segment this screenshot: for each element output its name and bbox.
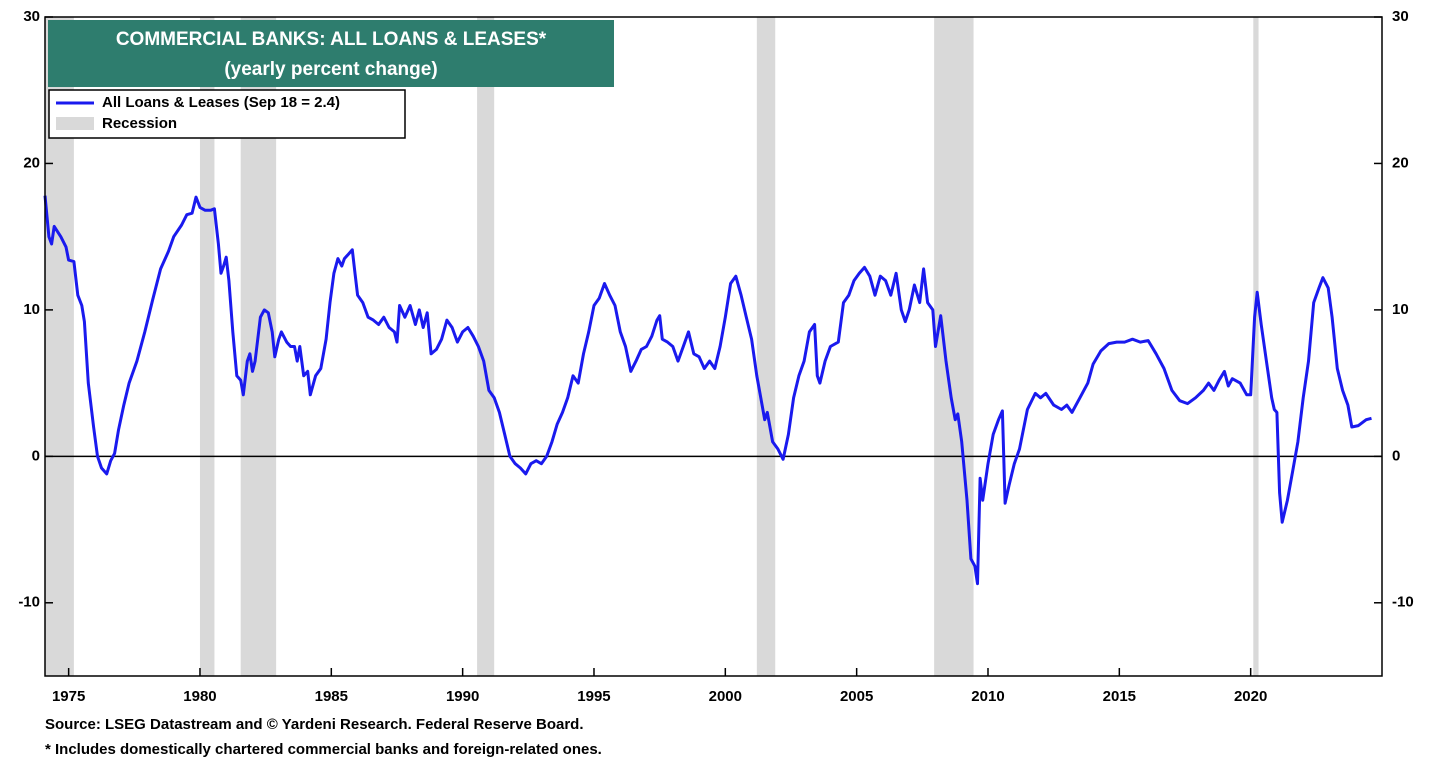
y2-tick-label: 30: [1392, 8, 1409, 25]
legend-label: All Loans & Leases (Sep 18 = 2.4): [102, 94, 340, 111]
chart-subtitle: (yearly percent change): [224, 59, 437, 80]
y-tick-label: 30: [23, 8, 40, 25]
legend-swatch: [56, 117, 94, 130]
footnote: * Includes domestically chartered commer…: [45, 741, 602, 758]
x-tick-label: 2010: [971, 688, 1004, 705]
recession-band: [756, 17, 776, 676]
y2-tick-label: -10: [1392, 594, 1414, 611]
y2-tick-label: 10: [1392, 301, 1409, 318]
recession-band: [199, 17, 215, 676]
series-line: [43, 195, 1372, 586]
x-tick-label: 2000: [709, 688, 742, 705]
footnote: Source: LSEG Datastream and © Yardeni Re…: [45, 716, 584, 733]
y2-tick-label: 20: [1392, 154, 1409, 171]
x-tick-label: 1980: [183, 688, 216, 705]
title-box: [48, 20, 614, 87]
legend-label: Recession: [102, 115, 177, 132]
recession-band: [934, 17, 974, 676]
chart-title: COMMERCIAL BANKS: ALL LOANS & LEASES*: [116, 29, 547, 50]
y-tick-label: 0: [32, 447, 40, 464]
recession-band: [477, 17, 495, 676]
x-tick-label: 1990: [446, 688, 479, 705]
recession-band: [1253, 17, 1259, 676]
x-tick-label: 2015: [1103, 688, 1136, 705]
legend-box: [48, 89, 406, 139]
y-tick-label: -10: [18, 594, 40, 611]
x-tick-label: 2020: [1234, 688, 1267, 705]
plot-frame: [44, 16, 1383, 677]
x-tick-label: 2005: [840, 688, 873, 705]
y-tick-label: 20: [23, 154, 40, 171]
x-tick-label: 1985: [315, 688, 348, 705]
y2-tick-label: 0: [1392, 447, 1400, 464]
x-tick-label: 1995: [577, 688, 610, 705]
y-tick-label: 10: [23, 301, 40, 318]
x-tick-label: 1975: [52, 688, 85, 705]
